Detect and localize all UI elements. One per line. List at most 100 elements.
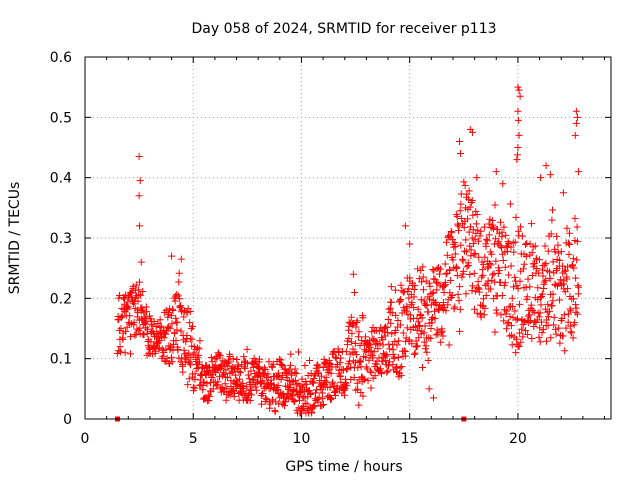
data-point	[522, 327, 530, 335]
data-point	[558, 315, 566, 323]
data-point	[495, 267, 503, 275]
data-point	[422, 342, 430, 350]
data-point	[425, 279, 433, 287]
data-point	[371, 372, 379, 380]
data-point	[150, 317, 158, 325]
data-point	[410, 293, 418, 301]
data-point	[135, 192, 143, 200]
data-point	[137, 258, 145, 266]
data-point	[281, 402, 289, 410]
data-point	[351, 340, 359, 348]
data-point	[353, 379, 361, 387]
data-point	[512, 213, 520, 221]
data-point	[480, 311, 488, 319]
data-point	[137, 291, 145, 299]
data-point	[539, 272, 547, 280]
data-point	[431, 275, 439, 283]
data-point	[468, 234, 476, 242]
y-tick-label: 0.4	[50, 171, 72, 187]
data-point	[539, 326, 547, 334]
axis-ticks	[84, 56, 611, 420]
data-point	[203, 368, 211, 376]
data-point	[552, 325, 560, 333]
data-point	[153, 329, 161, 337]
data-point	[205, 397, 213, 405]
data-point	[526, 283, 534, 291]
data-point	[403, 324, 411, 332]
data-point	[176, 295, 184, 303]
data-point	[287, 350, 295, 358]
data-point	[469, 226, 477, 234]
data-point	[359, 392, 367, 400]
data-point	[327, 396, 335, 404]
data-point	[258, 400, 266, 408]
data-point	[412, 343, 420, 351]
data-point	[366, 343, 374, 351]
data-point	[136, 177, 144, 185]
data-point	[310, 402, 318, 410]
data-point	[166, 346, 174, 354]
data-point	[457, 200, 465, 208]
data-point	[136, 278, 144, 286]
x-tick-label: 0	[81, 431, 90, 447]
y-tick-labels: 0 0.1 0.2 0.3 0.4 0.5 0.6	[50, 50, 72, 428]
data-point	[512, 349, 520, 357]
data-point	[117, 324, 125, 332]
data-point	[516, 329, 524, 337]
data-point	[173, 291, 181, 299]
data-point	[474, 278, 482, 286]
data-point	[571, 319, 579, 327]
data-point	[504, 319, 512, 327]
data-point	[382, 351, 390, 359]
data-point	[420, 297, 428, 305]
data-point	[138, 306, 146, 314]
data-point	[143, 308, 151, 316]
data-point	[421, 322, 429, 330]
data-point	[546, 268, 554, 276]
data-point	[172, 318, 180, 326]
data-point	[387, 319, 395, 327]
data-point	[508, 294, 516, 302]
data-point	[573, 256, 581, 264]
y-axis-label: SRMTID / TECUs	[7, 182, 23, 295]
data-point	[336, 359, 344, 367]
data-point	[342, 348, 350, 356]
data-point	[544, 247, 552, 255]
data-point	[169, 307, 177, 315]
data-point	[187, 325, 195, 333]
data-point	[469, 211, 477, 219]
data-point	[551, 248, 559, 256]
data-point	[497, 311, 505, 319]
data-point	[569, 255, 577, 263]
data-point	[430, 394, 438, 402]
data-point	[542, 276, 550, 284]
data-point	[346, 357, 354, 365]
data-point	[414, 265, 422, 273]
data-point	[411, 349, 419, 357]
data-point	[396, 321, 404, 329]
y-tick-label: 0.3	[50, 231, 72, 247]
data-point	[226, 391, 234, 399]
data-point	[167, 312, 175, 320]
data-point	[287, 361, 295, 369]
data-point	[512, 316, 520, 324]
data-point	[510, 283, 518, 291]
data-point	[215, 350, 223, 358]
data-point	[143, 351, 151, 359]
data-point	[523, 239, 531, 247]
data-point	[131, 331, 139, 339]
data-point	[168, 358, 176, 366]
data-point	[451, 250, 459, 258]
data-point	[345, 318, 353, 326]
data-point	[262, 394, 270, 402]
data-point	[301, 399, 309, 407]
data-point	[436, 265, 444, 273]
data-point	[442, 307, 450, 315]
data-point	[283, 389, 291, 397]
data-point	[538, 290, 546, 298]
data-point	[570, 295, 578, 303]
data-point	[456, 327, 464, 335]
data-point	[356, 342, 364, 350]
data-point	[298, 375, 306, 383]
data-point	[253, 386, 261, 394]
